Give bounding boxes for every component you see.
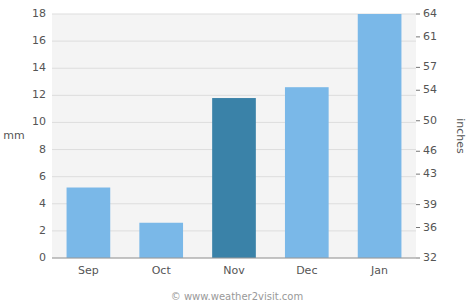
chart: 024681012141618SepOctNovDecJan3236394346…	[0, 0, 474, 308]
y2-tick-label: 54	[423, 83, 437, 96]
plot-area	[52, 14, 416, 258]
y-tick-label: 10	[32, 115, 46, 128]
bar	[212, 98, 256, 258]
y-tick-label: 12	[32, 88, 46, 101]
y2-tick	[416, 174, 420, 175]
y2-tick	[416, 151, 420, 152]
y2-tick-label: 50	[423, 114, 437, 127]
y2-tick-label: 46	[423, 144, 437, 157]
y2-tick	[416, 36, 420, 37]
bar	[285, 87, 329, 258]
y2-tick	[416, 90, 420, 91]
bar	[67, 188, 111, 258]
x-tick-label: Oct	[152, 264, 172, 277]
chart-container: 024681012141618SepOctNovDecJan3236394346…	[0, 0, 474, 308]
y2-axis-label: inches	[454, 118, 467, 154]
y2-tick	[416, 14, 420, 15]
footer-text: © www.weather2visit.com	[171, 291, 303, 302]
x-tick-label: Dec	[296, 264, 317, 277]
y-tick-label: 2	[39, 224, 46, 237]
y-tick-label: 18	[32, 7, 46, 20]
x-tick-label: Nov	[223, 264, 245, 277]
y2-tick	[416, 258, 420, 259]
y-tick-label: 0	[39, 251, 46, 264]
bar	[139, 223, 183, 258]
y-tick-label: 8	[39, 143, 46, 156]
bars	[67, 14, 402, 258]
y2-tick	[416, 204, 420, 205]
y2-tick	[416, 227, 420, 228]
grid-line	[52, 258, 416, 259]
x-tick-label: Jan	[370, 264, 388, 277]
y2-tick-label: 61	[423, 30, 437, 43]
y-tick-label: 14	[32, 61, 46, 74]
y-tick-label: 16	[32, 34, 46, 47]
y2-tick-label: 32	[423, 251, 437, 264]
y-tick-label: 4	[39, 197, 46, 210]
y-tick-label: 6	[39, 170, 46, 183]
grid	[52, 14, 416, 258]
y2-tick-label: 36	[423, 221, 437, 234]
y-axis-label: mm	[3, 129, 24, 142]
y2-tick-label: 43	[423, 167, 437, 180]
bar	[358, 14, 402, 258]
y2-tick	[416, 120, 420, 121]
y2-tick-label: 64	[423, 7, 437, 20]
x-tick-label: Sep	[78, 264, 99, 277]
x-axis-line	[52, 258, 416, 259]
y2-tick-label: 57	[423, 60, 437, 73]
y2-tick-label: 39	[423, 198, 437, 211]
y2-tick	[416, 67, 420, 68]
